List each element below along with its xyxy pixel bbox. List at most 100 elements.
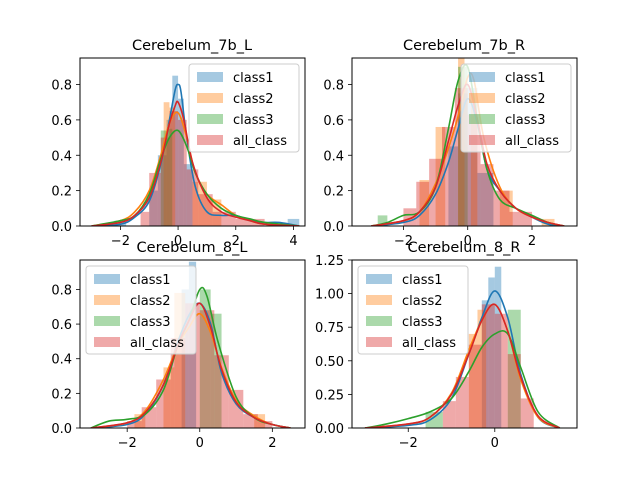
x-tick-label: −2 xyxy=(118,436,137,451)
hist-bar-class2 xyxy=(163,367,175,428)
y-tick-label: 0.2 xyxy=(323,185,344,200)
hist-bar-class2 xyxy=(134,414,146,428)
legend-swatch-class2 xyxy=(94,295,120,305)
hist-bar-class1 xyxy=(166,119,173,226)
hist-bar-all_class xyxy=(455,376,469,428)
hist-bar-all_class xyxy=(169,111,179,226)
hist-bar-class1 xyxy=(287,218,300,226)
hist-bar-all_class xyxy=(442,401,456,428)
legend-swatch-class1 xyxy=(469,72,495,82)
hist-bar-class1 xyxy=(448,146,459,226)
legend-label-class3: class3 xyxy=(402,315,443,330)
legend-swatch-class3 xyxy=(197,114,223,124)
hist-bar-all_class xyxy=(160,137,170,226)
hist-bar-all_class xyxy=(507,354,521,428)
kde-line-all_class xyxy=(364,303,561,428)
legend-swatch-class2 xyxy=(469,93,495,103)
legend-swatch-class2 xyxy=(197,93,223,103)
subplot-title: Cerebelum_8_L xyxy=(137,240,248,256)
legend-label-class1: class1 xyxy=(130,273,171,288)
x-tick-label: 0 xyxy=(196,436,204,451)
hist-bar-class1 xyxy=(172,75,179,226)
hist-bar-class3 xyxy=(377,215,388,226)
legend-label-class2: class2 xyxy=(130,294,171,309)
y-tick-label: 0.4 xyxy=(51,353,72,368)
hist-bar-class1 xyxy=(494,266,502,428)
legend-swatch-all_class xyxy=(469,135,495,145)
x-tick-label: 0 xyxy=(174,234,182,249)
legend-swatch-all_class xyxy=(366,337,392,347)
x-tick-label: 2 xyxy=(528,234,536,249)
hist-bar-class2 xyxy=(435,126,446,226)
legend: class1 class2 class3 all_class xyxy=(460,63,572,153)
hist-bar-all_class xyxy=(149,172,161,226)
hist-bar-all_class xyxy=(257,421,273,428)
hist-bar-all_class xyxy=(199,310,215,428)
hist-bar-class3 xyxy=(199,289,211,428)
x-tick-label: 0 xyxy=(464,234,472,249)
hist-bar-class3 xyxy=(425,411,443,428)
x-tick-label: 4 xyxy=(289,234,297,249)
legend-swatch-class2 xyxy=(366,295,392,305)
x-tick-label: −2 xyxy=(111,234,130,249)
legend: class1 class2 class3 all_class xyxy=(357,265,469,355)
legend-label-class1: class1 xyxy=(233,71,274,86)
hist-bar-all_class xyxy=(178,119,187,226)
legend-box xyxy=(85,265,197,355)
y-tick-label: 0.75 xyxy=(315,321,344,336)
x-tick-label: −2 xyxy=(399,436,418,451)
subplot-title: Cerebelum_7b_R xyxy=(403,38,525,54)
hist-bar-class1 xyxy=(181,289,189,428)
plot-area xyxy=(364,266,561,428)
y-tick-label: 0.2 xyxy=(51,185,72,200)
kde-line-class2 xyxy=(90,312,291,428)
y-tick-label: 0.2 xyxy=(51,387,72,402)
legend-box xyxy=(188,63,300,153)
hist-bar-class2 xyxy=(468,333,478,428)
hist-bar-class2 xyxy=(470,93,478,226)
y-tick-label: 0.25 xyxy=(315,388,344,403)
hist-bar-class1 xyxy=(477,172,494,226)
legend: class1 class2 class3 all_class xyxy=(188,63,300,153)
hist-bar-all_class xyxy=(493,190,510,226)
legend-label-class3: class3 xyxy=(505,113,546,128)
legend-swatch-class3 xyxy=(94,316,120,326)
legend-swatch-all_class xyxy=(197,135,223,145)
hist-bar-all_class xyxy=(494,313,508,428)
subplot-cerebelum-7b-r: Cerebelum_7b_R −2 0 2 0.0 0.2 0.4 0.6 0.8 class1… xyxy=(323,38,578,249)
legend-label-all_class: all_class xyxy=(233,134,287,149)
hist-bar-class1 xyxy=(114,220,127,226)
y-tick-label: 0.6 xyxy=(51,114,72,129)
hist-bar-class2 xyxy=(174,292,186,428)
hist-bar-class3 xyxy=(160,130,167,226)
y-tick-label: 0.4 xyxy=(51,149,72,164)
hist-bar-all_class xyxy=(481,304,495,428)
hist-bar-class1 xyxy=(149,190,158,226)
subplot-cerebelum-7b-l: Cerebelum_7b_L −2 0 2 4 0.0 0.2 0.4 0.6 0.8 class… xyxy=(51,38,306,249)
hist-bar-class1 xyxy=(488,277,495,428)
subplot-cerebelum-8-r: Cerebelum_8_R −2 0 0.00 0.25 0.50 0.75 1.00 1.2… xyxy=(315,240,578,451)
y-tick-label: 0.6 xyxy=(51,318,72,333)
hist-bar-all_class xyxy=(480,164,494,226)
legend-label-class1: class1 xyxy=(402,273,443,288)
hist-bar-class2 xyxy=(192,181,207,226)
hist-bar-class1 xyxy=(178,98,184,226)
hist-bar-all_class xyxy=(127,421,142,428)
hist-bar-all_class xyxy=(468,344,482,428)
hist-bar-all_class xyxy=(170,337,186,428)
hist-bar-class1 xyxy=(157,155,167,226)
legend-box xyxy=(357,265,469,355)
hist-bar-all_class xyxy=(214,355,229,428)
legend-label-class3: class3 xyxy=(233,113,274,128)
y-tick-label: 0.8 xyxy=(323,79,344,94)
y-tick-label: 0.00 xyxy=(315,422,344,437)
subplot-title: Cerebelum_8_R xyxy=(408,240,521,256)
hist-bar-all_class xyxy=(186,169,199,226)
x-tick-label: 0 xyxy=(491,436,499,451)
x-tick-label: 2 xyxy=(268,436,276,451)
hist-bar-class2 xyxy=(169,107,176,226)
subplot-title: Cerebelum_7b_L xyxy=(132,38,252,54)
y-tick-label: 0.8 xyxy=(51,79,72,94)
axes-frame xyxy=(351,57,578,227)
